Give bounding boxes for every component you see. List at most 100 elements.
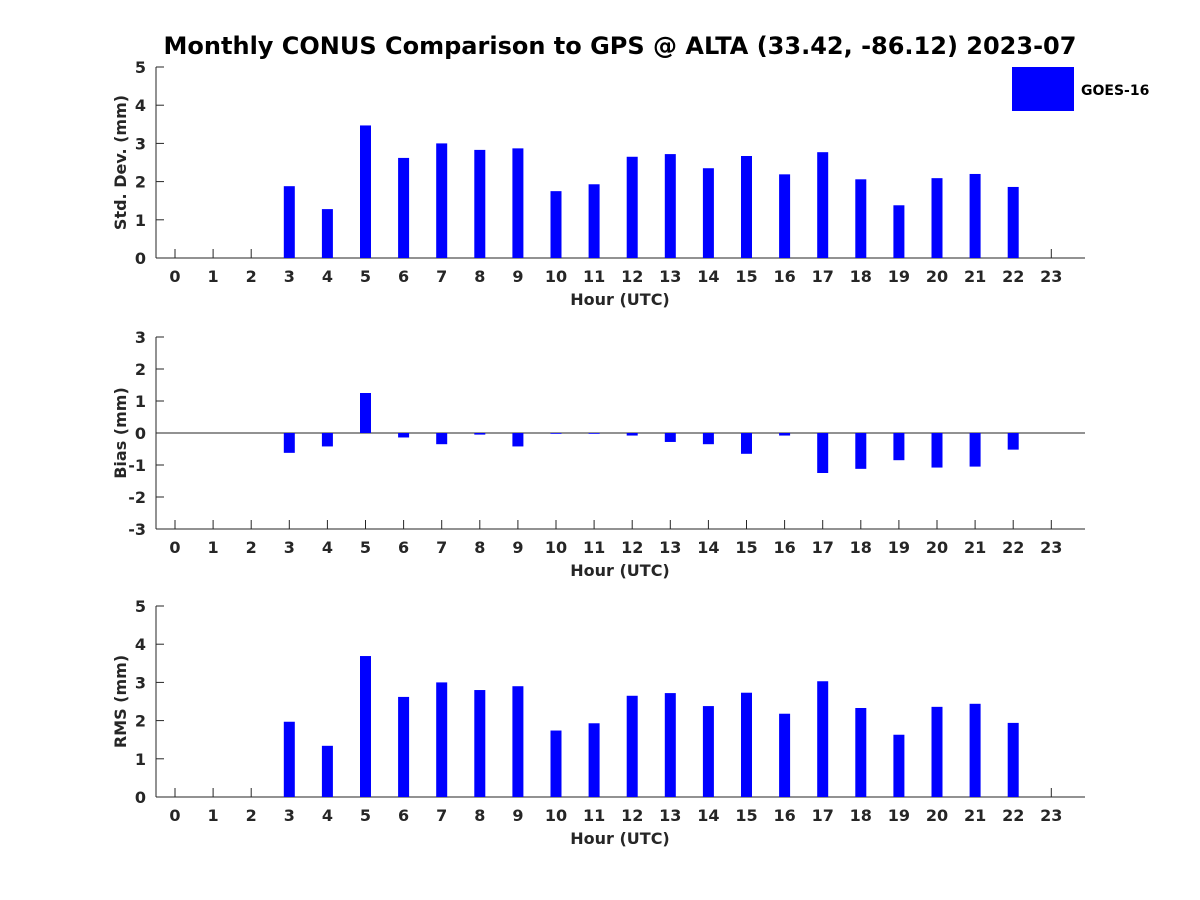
legend: GOES-16 <box>1012 67 1149 111</box>
bar-hour-10 <box>550 433 562 434</box>
bar-hour-5 <box>360 125 371 258</box>
x-tick-label: 12 <box>621 538 643 557</box>
bar-hour-10 <box>550 191 562 258</box>
bar-hour-20 <box>931 433 943 468</box>
x-tick-label: 15 <box>735 538 757 557</box>
y-tick-label: 3 <box>135 328 146 347</box>
bar-hour-6 <box>398 696 410 797</box>
bar-hour-5 <box>360 656 371 797</box>
x-tick-label: 19 <box>888 267 910 286</box>
x-tick-label: 22 <box>1002 538 1024 557</box>
x-tick-label: 7 <box>436 806 447 825</box>
bar-hour-13 <box>664 433 676 442</box>
bar-hour-17 <box>817 433 829 473</box>
bar-hour-12 <box>626 156 638 258</box>
bar-hour-6 <box>398 433 410 438</box>
x-tick-label: 8 <box>474 267 485 286</box>
bar-hour-13 <box>664 154 676 258</box>
x-tick-label: 10 <box>545 538 567 557</box>
x-tick-label: 15 <box>735 267 757 286</box>
y-axis-label: RMS (mm) <box>111 655 130 748</box>
y-tick-label: 1 <box>135 392 146 411</box>
bar-hour-9 <box>512 686 524 797</box>
x-tick-label: 3 <box>284 538 295 557</box>
bar-hour-16 <box>779 174 791 258</box>
x-tick-label: 14 <box>697 267 719 286</box>
y-tick-label: -2 <box>128 488 146 507</box>
x-tick-label: 2 <box>246 538 257 557</box>
bar-hour-8 <box>474 433 486 435</box>
x-tick-label: 18 <box>850 806 872 825</box>
bar-hour-6 <box>398 157 410 258</box>
x-tick-label: 8 <box>474 806 485 825</box>
y-axis-label: Bias (mm) <box>111 387 130 479</box>
x-tick-label: 13 <box>659 267 681 286</box>
x-tick-label: 14 <box>697 538 719 557</box>
bar-hour-11 <box>588 723 600 797</box>
bar-hour-9 <box>512 433 524 447</box>
x-tick-label: 19 <box>888 538 910 557</box>
x-tick-label: 22 <box>1002 806 1024 825</box>
bar-hour-15 <box>741 156 752 258</box>
x-tick-label: 19 <box>888 806 910 825</box>
x-tick-label: 1 <box>208 538 219 557</box>
y-tick-label: 3 <box>135 673 146 692</box>
x-tick-label: 12 <box>621 806 643 825</box>
x-tick-label: 14 <box>697 806 719 825</box>
x-tick-label: 6 <box>398 538 409 557</box>
bar-hour-7 <box>436 433 448 445</box>
bar-hour-15 <box>741 692 752 797</box>
x-tick-label: 9 <box>512 538 523 557</box>
y-tick-label: 0 <box>135 424 146 443</box>
x-axis-label: Hour (UTC) <box>570 561 670 580</box>
x-tick-label: 16 <box>773 806 795 825</box>
y-tick-label: 4 <box>135 635 146 654</box>
bar-hour-14 <box>702 168 714 258</box>
y-tick-label: 5 <box>135 58 146 77</box>
x-tick-label: 16 <box>773 538 795 557</box>
bar-hour-7 <box>436 143 448 258</box>
x-tick-label: 21 <box>964 538 986 557</box>
bar-hour-3 <box>283 433 295 453</box>
y-tick-label: -1 <box>128 456 146 475</box>
bar-hour-5 <box>360 393 371 433</box>
bar-hour-7 <box>436 682 448 797</box>
y-tick-label: -3 <box>128 520 146 539</box>
x-tick-label: 21 <box>964 267 986 286</box>
bar-hour-18 <box>855 179 867 258</box>
y-tick-label: 4 <box>135 96 146 115</box>
y-tick-label: 5 <box>135 597 146 616</box>
x-tick-label: 2 <box>246 806 257 825</box>
x-tick-label: 20 <box>926 267 948 286</box>
bar-hour-19 <box>893 205 905 258</box>
bar-hour-14 <box>702 433 714 445</box>
x-tick-label: 5 <box>360 806 371 825</box>
x-tick-label: 17 <box>812 538 834 557</box>
x-tick-label: 18 <box>850 267 872 286</box>
x-tick-label: 4 <box>322 267 333 286</box>
x-tick-label: 4 <box>322 538 333 557</box>
bar-hour-11 <box>588 184 600 258</box>
y-tick-label: 2 <box>135 360 146 379</box>
x-tick-label: 0 <box>169 267 180 286</box>
x-tick-label: 7 <box>436 267 447 286</box>
bar-hour-10 <box>550 730 562 797</box>
bar-hour-3 <box>283 721 295 797</box>
bar-hour-4 <box>321 433 333 447</box>
bar-hour-19 <box>893 433 905 461</box>
x-tick-label: 12 <box>621 267 643 286</box>
x-tick-label: 23 <box>1040 538 1062 557</box>
x-tick-label: 11 <box>583 267 605 286</box>
bar-hour-20 <box>931 706 943 797</box>
x-axis-label: Hour (UTC) <box>570 290 670 309</box>
y-tick-label: 1 <box>135 750 146 769</box>
bar-hour-18 <box>855 433 867 469</box>
bar-hour-22 <box>1007 722 1019 797</box>
legend-swatch-goes16 <box>1012 67 1074 111</box>
bar-hour-21 <box>969 433 981 467</box>
x-tick-label: 23 <box>1040 267 1062 286</box>
x-tick-label: 0 <box>169 806 180 825</box>
